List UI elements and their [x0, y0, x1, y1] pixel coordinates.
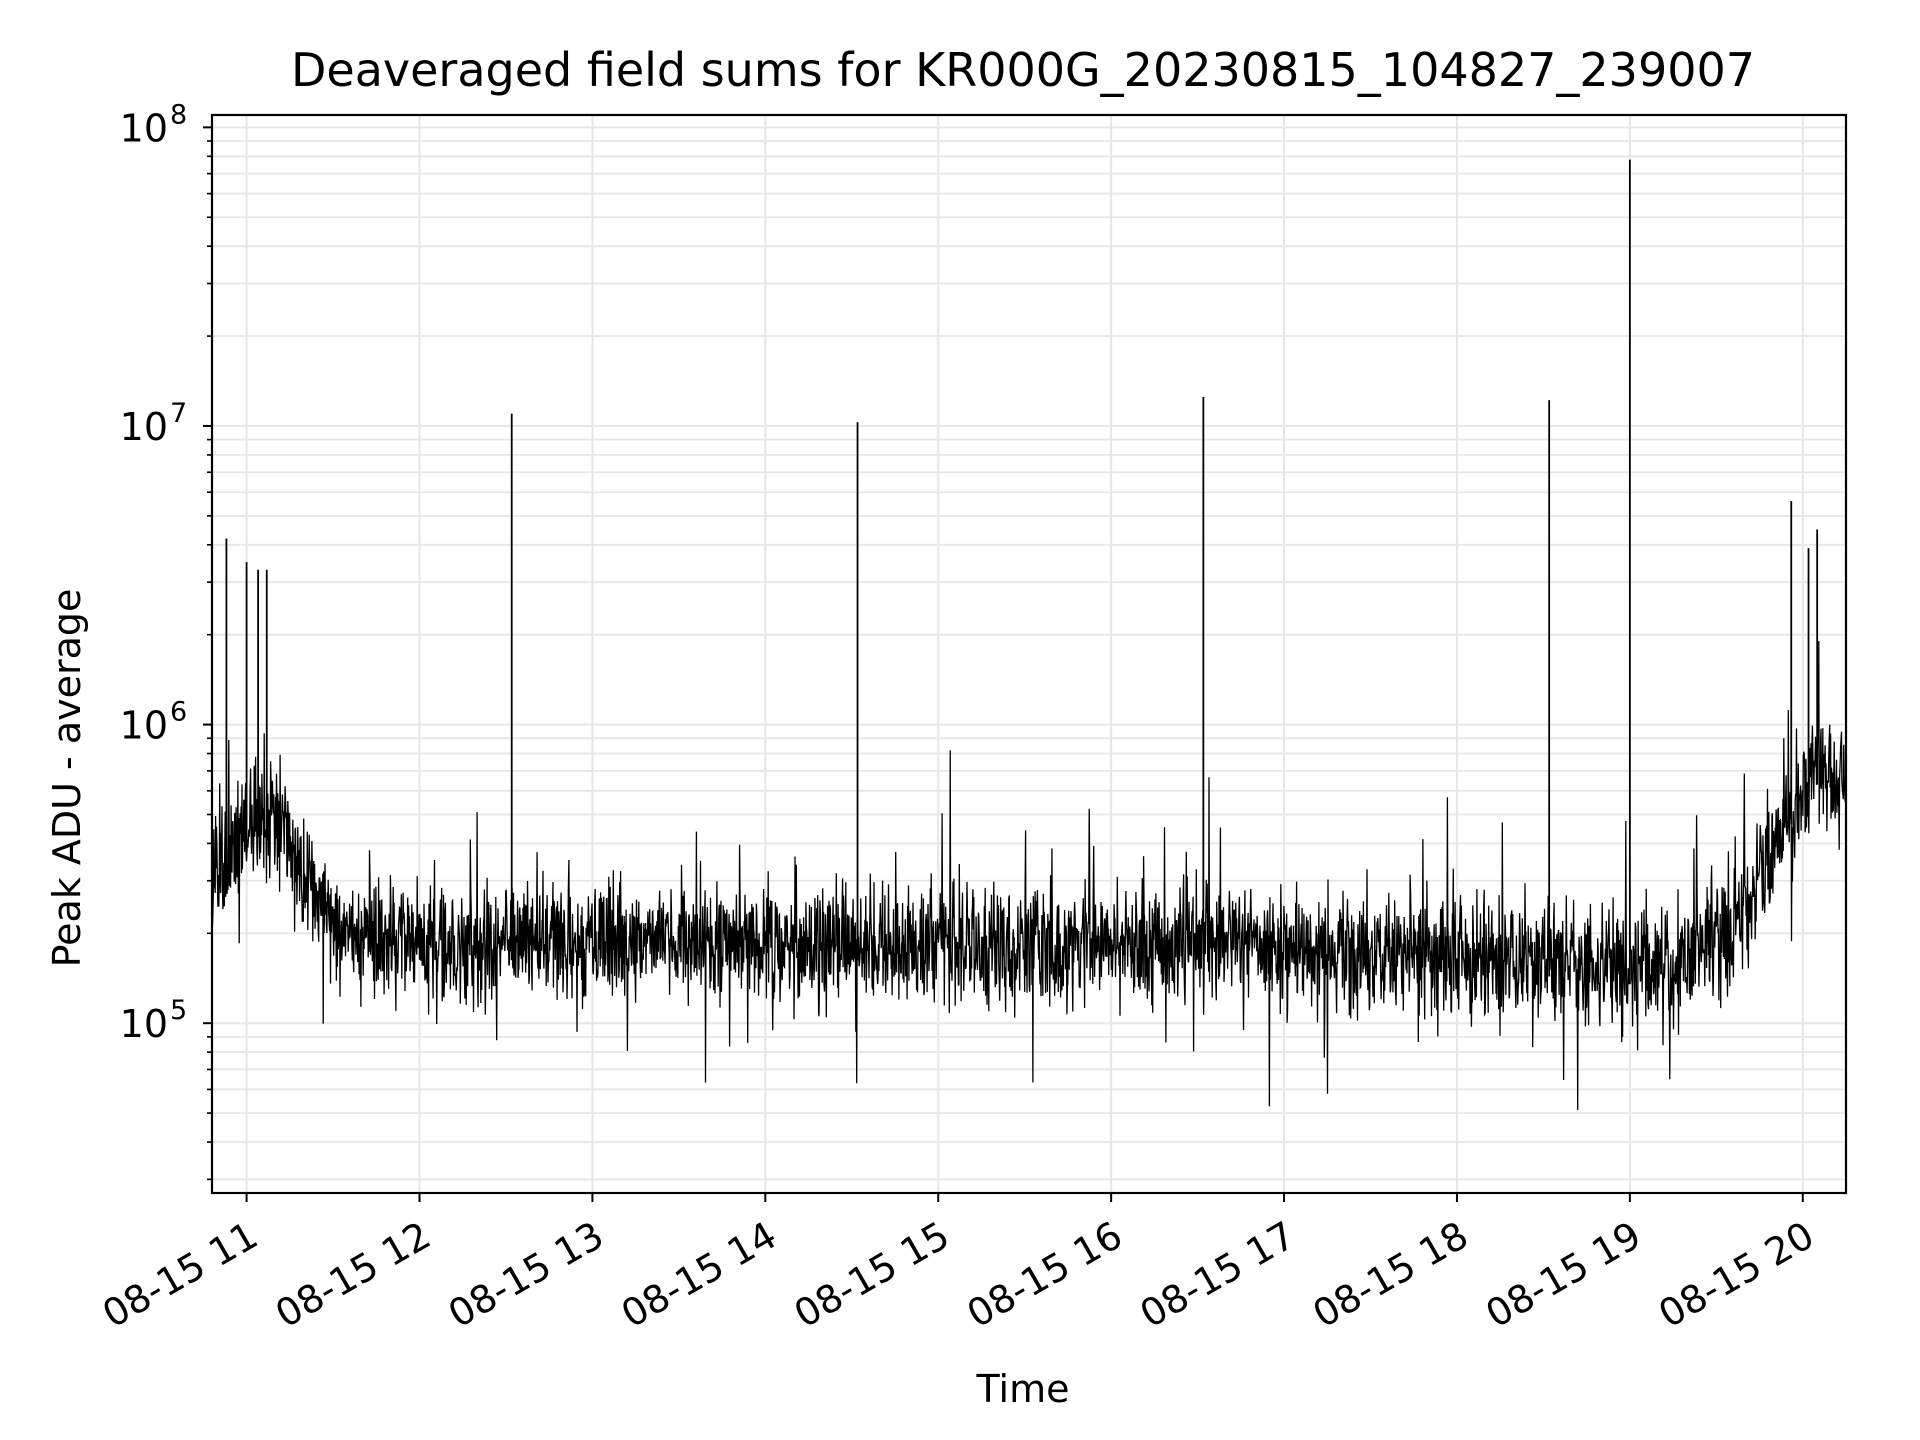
series-line — [211, 640, 1847, 1110]
y-tick-label: 10 6 — [120, 697, 188, 748]
plot-frame — [210, 113, 1848, 1195]
y-tick-base: 10 — [120, 106, 168, 150]
x-axis-label: Time — [976, 1367, 1070, 1411]
chart-title: Deaveraged field sums for KR000G_2023081… — [291, 43, 1755, 97]
y-tick-exponent: 8 — [170, 99, 187, 130]
grid — [212, 115, 1846, 1193]
y-tick-exponent: 7 — [170, 398, 187, 429]
y-tick-label: 10 8 — [120, 99, 188, 150]
y-tick-exponent: 6 — [170, 697, 187, 728]
tick-marks — [203, 126, 1804, 1202]
data-series — [211, 159, 1847, 1110]
y-axis-label: Peak ADU - average — [45, 589, 89, 968]
y-tick-base: 10 — [120, 704, 168, 748]
y-tick-label: 10 5 — [120, 995, 188, 1046]
y-tick-exponent: 5 — [170, 995, 187, 1026]
y-tick-base: 10 — [120, 405, 168, 449]
y-tick-base: 10 — [120, 1002, 168, 1046]
y-tick-label: 10 7 — [120, 398, 188, 449]
